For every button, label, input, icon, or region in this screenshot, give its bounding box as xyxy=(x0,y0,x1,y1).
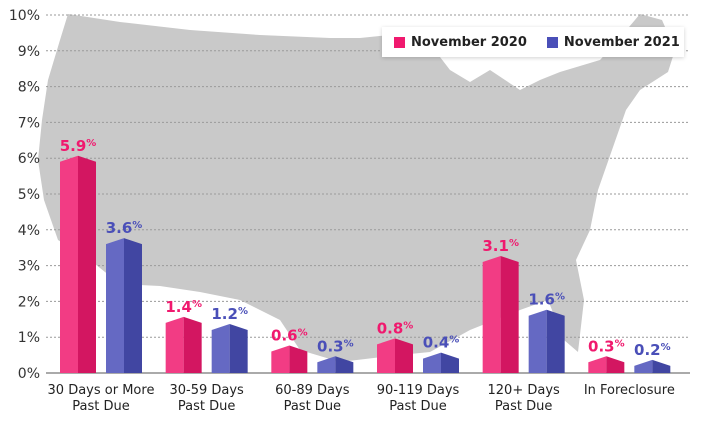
bar xyxy=(634,359,671,373)
x-tick-label: Past Due xyxy=(284,399,341,414)
y-tick-label: 2% xyxy=(18,294,40,310)
bar xyxy=(423,352,459,373)
bar-face-left xyxy=(377,338,395,373)
bar-value-label: 1.4% xyxy=(165,298,202,316)
bar-face-right xyxy=(289,345,308,373)
bar xyxy=(60,155,96,373)
bar-value-label: 0.3% xyxy=(588,337,625,355)
y-tick-label: 5% xyxy=(18,187,40,203)
bar-face-right xyxy=(335,356,354,373)
x-tick-label: 120+ Days xyxy=(488,383,561,398)
bar xyxy=(588,356,625,373)
legend-item-2021: November 2021 xyxy=(546,34,680,50)
bar-face-left xyxy=(60,155,78,373)
bar xyxy=(211,324,248,373)
bar xyxy=(317,356,354,373)
x-tick-label: Past Due xyxy=(72,399,129,414)
bar-face-right xyxy=(441,352,459,373)
bar-face-right xyxy=(78,155,96,373)
bar-face-left xyxy=(165,316,184,373)
x-tick-label: Past Due xyxy=(178,399,235,414)
bar-face-left xyxy=(211,324,230,373)
bar xyxy=(271,345,308,373)
bar-face-left xyxy=(271,345,290,373)
legend-item-2020: November 2020 xyxy=(394,35,527,50)
bar-face-left xyxy=(634,359,653,373)
x-tick-label: In Foreclosure xyxy=(584,383,675,398)
bar-face-right xyxy=(546,309,565,373)
bar-value-label: 0.2% xyxy=(634,341,671,359)
x-tick-label: 30-59 Days xyxy=(169,383,244,398)
x-tick-label: Past Due xyxy=(495,399,552,414)
y-axis: 0% 1% 2% 3% 4% 5% 6% 7% 8% 9% 10% xyxy=(9,8,40,382)
bar-face-right xyxy=(183,316,202,373)
bar-face-right xyxy=(395,338,413,373)
bar-face-left xyxy=(423,352,441,373)
y-tick-label: 8% xyxy=(18,80,40,96)
y-tick-label: 4% xyxy=(18,223,40,239)
bar-value-label: 0.6% xyxy=(271,327,308,345)
bar-value-label: 3.1% xyxy=(482,237,519,255)
bar-value-label: 1.2% xyxy=(211,305,248,323)
legend-swatch-2020 xyxy=(394,36,405,48)
bar xyxy=(528,309,565,373)
y-tick-label: 0% xyxy=(18,366,40,382)
y-tick-label: 6% xyxy=(18,151,40,167)
bar-face-right xyxy=(124,238,142,373)
y-tick-label: 3% xyxy=(18,259,40,275)
x-tick-label: 30 Days or More xyxy=(48,383,155,398)
legend-label-2020: November 2020 xyxy=(411,34,527,50)
y-tick-label: 10% xyxy=(9,8,40,24)
bar xyxy=(165,316,202,373)
x-tick-label: Past Due xyxy=(389,399,446,414)
y-tick-label: 1% xyxy=(18,330,40,346)
x-tick-label: 60-89 Days xyxy=(275,383,350,398)
bar-face-left xyxy=(317,356,336,373)
bar-face-right xyxy=(606,356,625,373)
y-tick-label: 7% xyxy=(18,115,40,131)
bar-face-right xyxy=(500,256,519,373)
x-tick-label: 90-119 Days xyxy=(377,383,460,398)
bar xyxy=(377,338,413,373)
bar-value-label: 0.3% xyxy=(317,337,354,355)
legend-swatch-2021 xyxy=(546,36,558,48)
bar-face-left xyxy=(588,356,607,373)
legend-label-2021: November 2021 xyxy=(563,34,680,50)
bar-face-left xyxy=(106,238,124,373)
bar-value-label: 0.4% xyxy=(423,334,460,352)
bar-value-label: 0.8% xyxy=(377,319,414,337)
bar-value-label: 1.6% xyxy=(528,291,565,309)
bar-face-right xyxy=(229,324,248,373)
bar-face-left xyxy=(528,309,547,373)
bar xyxy=(106,238,142,373)
bar-value-label: 3.6% xyxy=(106,219,143,237)
bar-face-right xyxy=(652,359,671,373)
bar xyxy=(482,256,519,373)
bar-face-left xyxy=(482,256,501,373)
bar-value-label: 5.9% xyxy=(60,137,97,155)
y-tick-label: 9% xyxy=(18,44,40,60)
bars: 5.9% 3.6% 1.4% 1.2% 0.6% 0.3% 0.8% 0.4% 3.1% 1.6%… xyxy=(60,137,671,373)
legend: November 2020 November 2021 xyxy=(382,27,684,57)
